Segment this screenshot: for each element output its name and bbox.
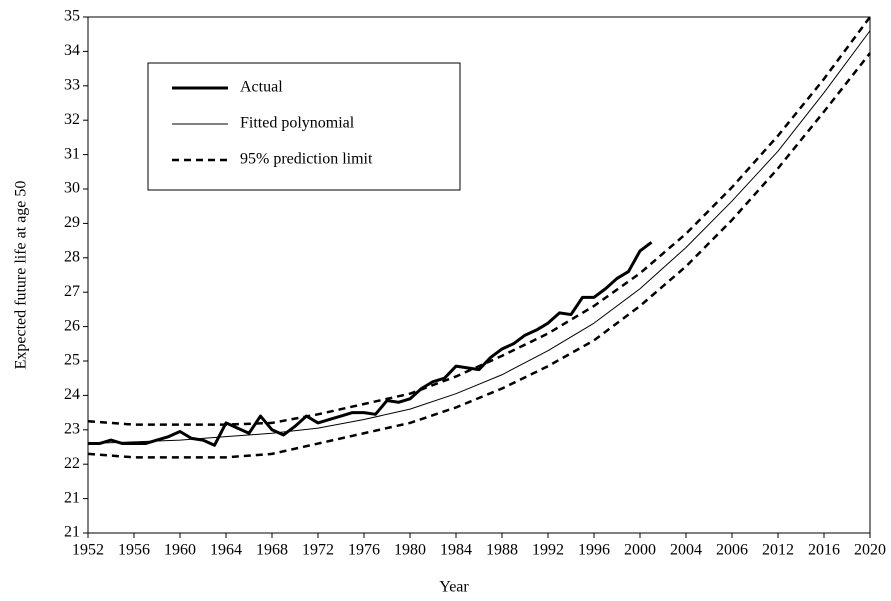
y-tick-label: 22: [64, 455, 80, 472]
x-tick-label: 1988: [486, 542, 518, 559]
y-tick-label: 25: [64, 352, 80, 369]
plot-frame: [87, 16, 871, 534]
y-tick-label: 21: [64, 524, 80, 541]
x-tick-label: 1960: [164, 542, 196, 559]
series-line: [87, 52, 871, 459]
x-tick-label: 1956: [118, 542, 150, 559]
y-axis-label: Expected future life at age 50: [13, 181, 30, 370]
x-tick-label: 1952: [72, 542, 104, 559]
x-tick-label: 1972: [302, 542, 334, 559]
x-tick-label: 2020: [854, 542, 886, 559]
x-tick-label: 2000: [624, 542, 656, 559]
x-tick-label: 2004: [670, 542, 702, 559]
x-tick-label: 2006: [716, 542, 748, 559]
y-tick-label: 30: [64, 180, 80, 197]
y-tick-label: 31: [64, 145, 80, 162]
legend-label: 95% prediction limit: [240, 151, 373, 168]
y-tick-label: 33: [64, 76, 80, 93]
y-tick-label: 21: [64, 489, 80, 506]
x-tick-label: 1964: [210, 542, 242, 559]
y-tick-label: 24: [64, 386, 80, 403]
series-line: [87, 16, 872, 426]
x-tick-label: 1968: [256, 542, 288, 559]
y-tick-label: 32: [64, 111, 80, 128]
y-tick-label: 26: [64, 317, 80, 334]
x-tick-label: 2016: [808, 542, 840, 559]
x-tick-label: 2012: [762, 542, 794, 559]
x-tick-label: 1984: [440, 542, 472, 559]
y-tick-label: 34: [64, 42, 80, 59]
y-tick-label: 27: [64, 283, 80, 300]
x-tick-label: 1992: [532, 542, 564, 559]
y-tick-label: 35: [64, 8, 80, 25]
x-axis-label: Year: [439, 579, 469, 596]
y-tick-label: 23: [64, 420, 80, 437]
y-tick-label: 29: [64, 214, 80, 231]
x-tick-label: 1976: [348, 542, 380, 559]
legend-label: Fitted polynomial: [240, 115, 355, 132]
x-tick-label: 1996: [578, 542, 610, 559]
series-line: [88, 241, 653, 447]
x-tick-label: 1980: [394, 542, 426, 559]
legend-label: Actual: [240, 79, 283, 96]
legend-box: [147, 62, 461, 191]
series-line: [87, 30, 871, 445]
y-tick-label: 28: [64, 248, 80, 265]
